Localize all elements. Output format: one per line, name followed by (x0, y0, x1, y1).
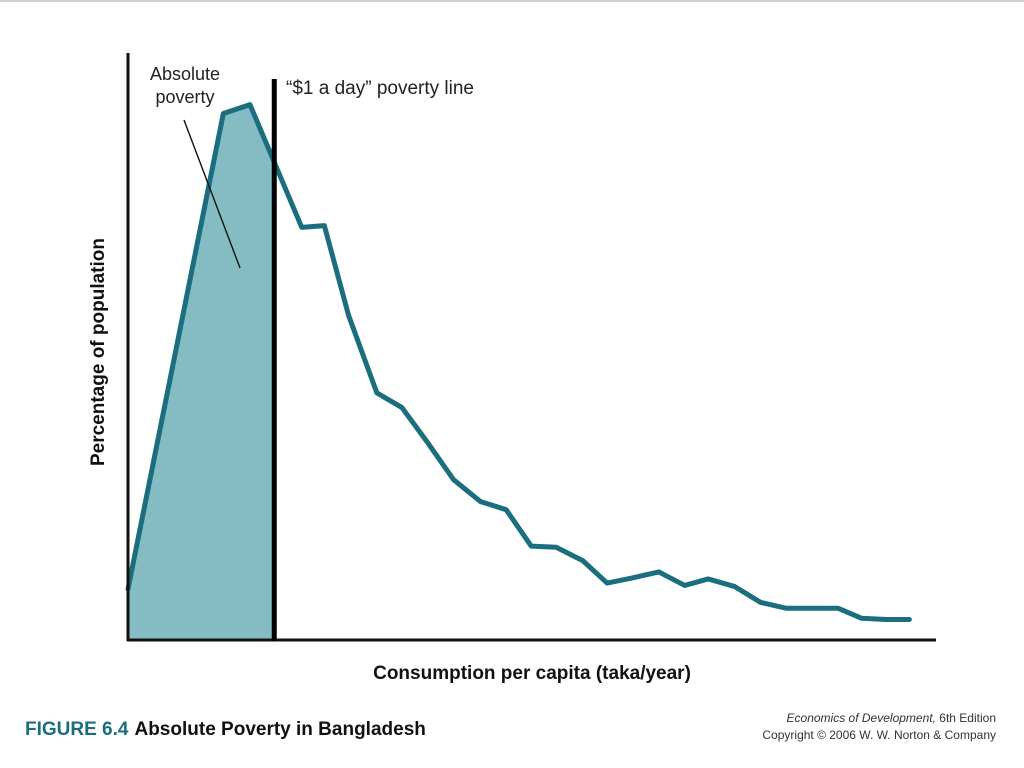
copyright: Copyright © 2006 W. W. Norton & Company (762, 728, 996, 742)
data-point-25 (859, 616, 864, 621)
publisher-credit: Economics of Development, 6th Edition Co… (762, 710, 996, 744)
data-point-18 (682, 583, 687, 588)
curve-layer (125, 102, 912, 622)
absolute-poverty-area (128, 104, 275, 640)
data-point-27 (907, 617, 912, 622)
data-point-7 (399, 405, 404, 410)
poverty-line-label: “$1 a day” poverty line (286, 78, 474, 99)
data-point-26 (883, 617, 888, 622)
data-point-10 (478, 499, 483, 504)
axes (126, 53, 936, 642)
distribution-curve (125, 102, 912, 622)
data-point-13 (554, 545, 559, 550)
data-point-16 (631, 575, 635, 580)
data-point-11 (504, 507, 509, 512)
data-point-21 (758, 600, 763, 605)
data-point-24 (836, 606, 841, 611)
absolute-poverty-pointer (183, 119, 241, 269)
data-point-9 (451, 477, 456, 482)
data-point-4 (322, 223, 327, 228)
data-point-5 (346, 313, 351, 318)
absolute-poverty-label: Absolute poverty (149, 64, 221, 107)
absolute-poverty-area-layer (128, 104, 275, 640)
data-point-15 (605, 581, 610, 586)
data-point-6 (374, 390, 379, 395)
edition: 6th Edition (939, 711, 996, 725)
y-axis-label: Percentage of population (88, 237, 109, 467)
data-point-12 (529, 544, 534, 549)
x-axis-label: Consumption per capita (taka/year) (373, 663, 691, 684)
data-point-20 (732, 584, 737, 589)
figure-title: Absolute Poverty in Bangladesh (134, 719, 426, 740)
data-point-22 (784, 606, 789, 611)
data-point-14 (580, 558, 585, 563)
data-point-23 (808, 606, 813, 611)
figure-number: FIGURE 6.4 (25, 719, 129, 740)
data-point-8 (425, 440, 430, 445)
data-point-1 (221, 111, 226, 116)
figure-caption: FIGURE 6.4 Absolute Poverty in Bangladesh (25, 719, 426, 741)
data-point-19 (706, 576, 711, 581)
data-point-17 (656, 569, 661, 574)
book-title: Economics of Development, (786, 711, 936, 725)
data-point-2 (248, 102, 253, 107)
data-point-3 (299, 225, 304, 230)
top-rule (0, 0, 1024, 2)
